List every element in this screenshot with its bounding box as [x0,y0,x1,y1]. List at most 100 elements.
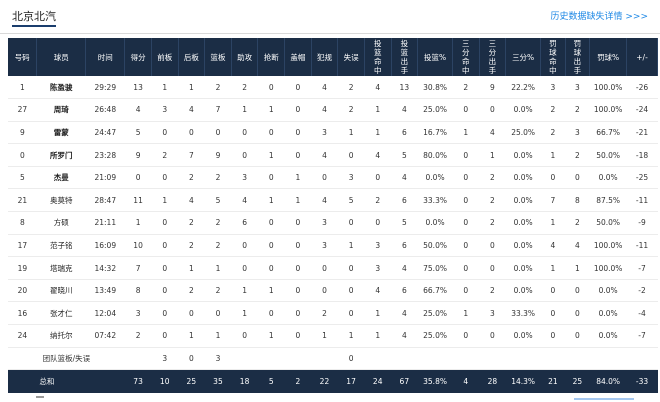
table-row[interactable]: 0 所罗门 23:28 9 2 7 9 0 1 0 4 0 4 5 80.0% 0 1 0.0% 1 2 50.0% -1… [8,143,658,167]
stat-cell-pts: 1 [124,211,152,235]
stat-cell-tpp: 0.0% [505,256,541,280]
stat-cell-pts: 0 [124,166,152,190]
stat-cell-oreb: 0 [151,211,179,235]
stat-cell-ftm: 2 [540,98,566,122]
player-name[interactable]: 陈盈骏 [36,76,86,100]
stat-cell-blk: 0 [284,121,312,145]
stat-cell-reb: 5 [204,188,232,213]
column-header-label: 时间 [97,52,113,62]
player-name[interactable]: 张才仁 [36,301,86,326]
stat-cell-to: 3 [337,166,365,190]
stat-cell-fgp: 25.0% [417,98,453,122]
stat-cell-blk: 1 [284,188,312,213]
stat-cell-pf: 4 [311,188,338,213]
player-name[interactable]: 翟晓川 [36,279,86,303]
stat-cell-fga: 5 [391,143,418,167]
divider [0,33,660,34]
player-name[interactable]: 塔瑞克 [36,256,86,280]
stat-cell-num: 1 [8,76,37,100]
stat-cell-pm: -4 [626,301,658,326]
table-row[interactable]: 24 纳托尔 07:42 2 0 1 1 0 1 0 1 1 1 4 25.0% 0 0 0.0% 0 0 0.0% -7 [8,324,658,348]
stat-cell-dreb: 2 [178,234,205,258]
total-cell-fta: 25 [565,369,590,393]
stat-cell-stl: 0 [257,76,285,100]
table-row[interactable]: 1 陈盈骏 29:29 13 1 1 2 2 0 0 4 2 4 13 30.8% 2 9 22.2% 3 3 100.… [8,76,658,100]
total-cell-tpa: 28 [479,369,506,393]
scroll-hint-left [36,396,44,398]
column-header-label: 篮板 [210,52,226,62]
stat-cell-ast: 4 [231,188,258,213]
total-cell-blk: 2 [284,369,312,393]
stat-cell-fgp: 16.7% [417,121,453,145]
stat-cell-ftp: 87.5% [589,188,627,213]
stat-cell-time: 14:32 [85,256,125,280]
stat-cell-to: 2 [337,98,365,122]
stat-cell-reb: 2 [204,166,232,190]
stat-cell-time: 16:09 [85,234,125,258]
stat-cell-fgp: 25.0% [417,301,453,326]
team-tab-beijing[interactable]: 北京北汽 [12,10,56,23]
total-cell-reb: 35 [204,369,232,393]
table-row[interactable]: 20 翟晓川 13:49 8 0 2 2 1 1 0 0 0 4 6 66.7% 0 2 0.0% 0 0 0.0% -2 [8,279,658,303]
stat-cell-fgp: 0.0% [417,166,453,190]
stat-cell-tpp: 0.0% [505,279,541,303]
column-header: 犯规 [311,38,339,76]
table-row[interactable]: 5 杰曼 21:09 0 0 2 2 3 0 1 0 3 0 4 0.0% 0 2 0.0% 0 0 0.0% -25 [8,166,658,190]
stat-cell-reb: 3 [204,347,232,371]
stat-cell-ast: 0 [231,121,258,145]
table-row[interactable]: 27 周琦 26:48 4 3 4 7 1 1 0 4 2 1 4 25.0% 0 0 0.0% 2 2 100.0% -… [8,98,658,122]
stat-cell-fga: 4 [391,98,418,122]
stat-cell-ast: 3 [231,166,258,190]
stat-cell-fga: 6 [391,121,418,145]
stat-cell-fta: 8 [565,188,590,213]
table-row[interactable]: 8 方硕 21:11 1 0 2 2 6 0 0 3 0 0 5 0.0% 0 2 0.0% 1 2 50.0% -9 [8,211,658,235]
totals-label: 总和 [8,369,86,393]
stat-cell-time: 29:29 [85,76,125,100]
stat-cell-fta: 2 [565,143,590,167]
column-header: 投篮出手 [391,38,419,76]
stat-cell-fta: 2 [565,211,590,235]
table-row[interactable]: 17 范子铭 16:09 10 0 2 2 0 0 0 3 1 3 6 50.0% 0 0 0.0% 4 4 100.0… [8,234,658,258]
table-row[interactable]: 21 奥莫特 28:47 11 1 4 5 4 1 1 4 5 2 6 33.3% 0 2 0.0% 7 8 87.5%… [8,188,658,213]
column-header: 抢断 [257,38,286,76]
player-name[interactable]: 周琦 [36,98,86,122]
stat-cell-fga: 5 [391,211,418,235]
stat-cell-pts [124,347,152,371]
table-row[interactable]: 19 塔瑞克 14:32 7 0 1 1 0 0 0 0 0 3 4 75.0% 0 0 0.0% 1 1 100.0%… [8,256,658,280]
stat-cell-tpa: 2 [479,279,506,303]
stat-cell-pm: -2 [626,279,658,303]
stat-cell-fta [565,347,590,371]
player-name[interactable]: 杰曼 [36,166,86,190]
total-cell-tpp: 14.3% [505,369,541,393]
player-stats-table: 号码 球员 时间 得分 前板 后板 篮板 助攻 抢断 盖帽 犯规 失误 投篮命中 投篮出手 投篮% 三分命中 三… [8,38,658,393]
stat-cell-blk: 0 [284,279,312,303]
column-header: 投篮% [417,38,453,76]
column-header: 投篮命中 [364,38,392,76]
player-name[interactable]: 雷蒙 [36,121,86,145]
stat-cell-stl: 1 [257,279,285,303]
stat-cell-ftm: 1 [540,211,566,235]
table-row[interactable]: 9 雷蒙 24:47 5 0 0 0 0 0 0 3 1 1 6 16.7% 1 4 25.0% 2 3 66.7% -2… [8,121,658,145]
totals-row: 总和 73 10 25 35 18 5 2 22 17 24 67 35.8% 4 28 14.3% 21 25 8… [8,369,658,393]
history-data-missing-link[interactable]: 历史数据缺失详情 >>> [550,12,648,22]
stat-cell-dreb: 2 [178,166,205,190]
stat-cell-to: 1 [337,324,365,348]
stat-cell-fgm: 3 [364,234,392,258]
horizontal-scrollbar[interactable] [574,398,634,400]
stat-cell-num: 9 [8,121,37,145]
player-name[interactable]: 纳托尔 [36,324,86,348]
stat-cell-time: 13:49 [85,279,125,303]
table-row[interactable]: 16 张才仁 12:04 3 0 0 0 1 0 0 2 0 1 4 25.0% 1 3 33.3% 0 0 0.0% -… [8,301,658,326]
stat-cell-tpm: 0 [452,166,480,190]
stat-cell-tpa: 3 [479,301,506,326]
stat-cell-tpa: 2 [479,211,506,235]
player-name[interactable]: 所罗门 [36,143,86,167]
stat-cell-tpp: 0.0% [505,166,541,190]
stat-cell-time: 12:04 [85,301,125,326]
stat-cell-num: 20 [8,279,37,303]
player-name[interactable]: 奥莫特 [36,188,86,213]
stat-cell-pf: 2 [311,301,338,326]
player-name[interactable]: 范子铭 [36,234,86,258]
player-name[interactable]: 方硕 [36,211,86,235]
column-header: 罚球命中 [540,38,566,76]
